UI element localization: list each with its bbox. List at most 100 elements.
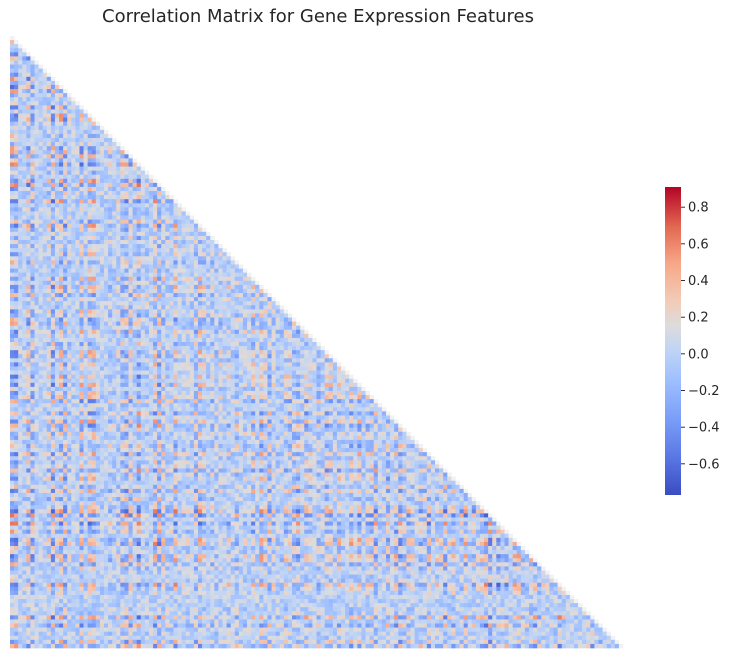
heatmap-cell xyxy=(214,272,219,278)
heatmap-cell xyxy=(91,272,97,278)
heatmap-cell xyxy=(10,178,15,184)
heatmap-cell xyxy=(63,191,68,196)
heatmap-cell xyxy=(197,297,203,302)
heatmap-cell xyxy=(144,191,150,196)
heatmap-cell xyxy=(26,272,31,278)
heatmap-cell xyxy=(202,284,207,290)
heatmap-cell xyxy=(99,207,105,212)
heatmap-cell xyxy=(177,223,182,229)
heatmap-cell xyxy=(63,170,68,176)
heatmap-cell xyxy=(148,240,154,245)
heatmap-cell xyxy=(116,199,121,204)
heatmap-cell xyxy=(108,244,113,249)
heatmap-cell xyxy=(222,264,227,269)
heatmap-cell xyxy=(54,80,60,86)
heatmap-cell xyxy=(22,52,27,57)
heatmap-cell xyxy=(10,272,15,278)
heatmap-cell xyxy=(165,219,170,225)
heatmap-cell xyxy=(87,280,93,286)
heatmap-cell xyxy=(128,235,133,241)
heatmap-cell xyxy=(103,252,109,257)
heatmap-cell xyxy=(87,186,93,192)
heatmap-cell xyxy=(153,215,158,220)
heatmap-cell xyxy=(99,129,105,135)
heatmap-cell xyxy=(103,288,109,294)
heatmap-cell xyxy=(144,186,150,192)
heatmap-cell xyxy=(46,215,52,220)
heatmap-cell xyxy=(99,186,105,192)
heatmap-cell xyxy=(140,219,146,225)
heatmap-cell xyxy=(112,199,117,204)
heatmap-cell xyxy=(38,268,44,273)
heatmap-cell xyxy=(234,301,240,306)
heatmap-cell xyxy=(42,215,48,220)
heatmap-cell xyxy=(18,117,23,123)
heatmap-cell xyxy=(54,186,60,192)
heatmap-cell xyxy=(79,203,84,208)
heatmap-cell xyxy=(128,186,133,192)
heatmap-cell xyxy=(42,93,48,98)
heatmap-cell xyxy=(83,301,88,306)
heatmap-cell xyxy=(59,121,64,127)
heatmap-cell xyxy=(234,268,240,273)
heatmap-cell xyxy=(202,297,207,302)
heatmap-cell xyxy=(189,305,195,310)
heatmap-cell xyxy=(136,166,142,171)
heatmap-cell xyxy=(14,191,19,196)
heatmap-cell xyxy=(177,219,182,225)
heatmap-cell xyxy=(148,174,154,180)
heatmap-cell xyxy=(59,280,64,286)
heatmap-cell xyxy=(67,93,72,98)
heatmap-cell xyxy=(14,223,19,229)
heatmap-cell xyxy=(30,158,35,163)
heatmap-cell xyxy=(30,284,35,290)
heatmap-cell xyxy=(169,227,174,233)
heatmap-cell xyxy=(59,113,64,118)
heatmap-cell xyxy=(18,191,23,196)
heatmap-cell xyxy=(136,223,142,229)
heatmap-cell xyxy=(140,305,146,310)
heatmap-cell xyxy=(132,219,138,225)
heatmap-cell xyxy=(59,101,64,106)
heatmap-cell xyxy=(103,305,109,310)
heatmap-cell xyxy=(14,272,19,278)
heatmap-cell xyxy=(79,264,84,269)
heatmap-cell xyxy=(18,125,23,131)
heatmap-cell xyxy=(18,93,23,98)
heatmap-cell xyxy=(63,186,68,192)
heatmap-cell xyxy=(38,211,44,216)
heatmap-cell xyxy=(238,268,244,273)
heatmap-cell xyxy=(99,284,105,290)
heatmap-cell xyxy=(38,166,44,171)
heatmap-cell xyxy=(185,240,191,245)
heatmap-cell xyxy=(83,117,88,123)
heatmap-cell xyxy=(83,284,88,290)
heatmap-cell xyxy=(132,252,138,257)
heatmap-cell xyxy=(255,280,260,286)
heatmap-cell xyxy=(26,113,31,118)
heatmap-cell xyxy=(71,117,76,123)
heatmap-cell xyxy=(83,195,88,200)
heatmap-cell xyxy=(87,138,93,143)
heatmap-cell xyxy=(103,170,109,176)
heatmap-cell xyxy=(18,248,23,253)
heatmap-cell xyxy=(189,268,195,273)
heatmap-cell xyxy=(189,297,195,302)
heatmap-cell xyxy=(206,252,211,257)
heatmap-cell xyxy=(185,301,191,306)
heatmap-cell xyxy=(169,297,174,302)
heatmap-cell xyxy=(83,109,88,114)
heatmap-cell xyxy=(46,89,52,94)
heatmap-cell xyxy=(136,191,142,196)
heatmap-cell xyxy=(157,252,162,257)
heatmap-cell xyxy=(87,248,93,253)
heatmap-cell xyxy=(50,117,56,123)
heatmap-cell xyxy=(46,280,52,286)
heatmap-cell xyxy=(50,101,56,106)
heatmap-cell xyxy=(132,268,138,273)
heatmap-cell xyxy=(14,166,19,171)
heatmap-cell xyxy=(214,256,219,261)
heatmap-cell xyxy=(38,68,44,74)
heatmap-cell xyxy=(67,101,72,106)
heatmap-cell xyxy=(91,223,97,229)
